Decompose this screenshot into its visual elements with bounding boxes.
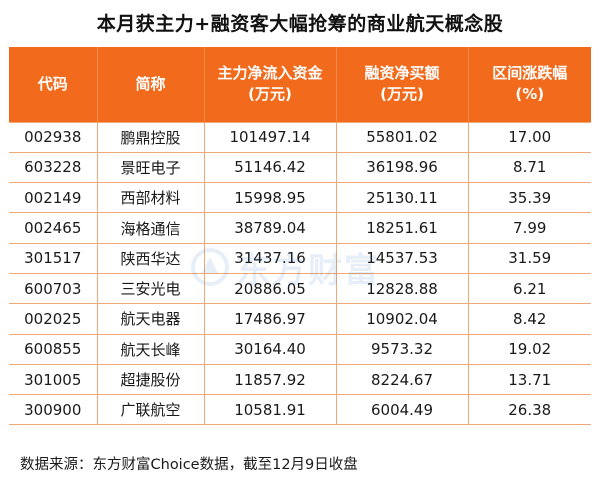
- table-header: 代码 简称 主力净流入资金 (万元) 融资净买额 (万元) 区间涨跌幅 (%): [9, 47, 591, 122]
- header-label-line: 区间涨跌幅: [492, 64, 568, 83]
- table-row: 600855 航天长峰 30164.40 9573.32 19.02: [9, 334, 591, 365]
- cell-code: 603228: [9, 152, 98, 184]
- cell-name: 西部材料: [97, 182, 205, 214]
- cell-change-pct: 7.99: [468, 212, 591, 244]
- table-row: 002465 海格通信 38789.04 18251.61 7.99: [9, 212, 591, 244]
- cell-name: 超捷股份: [97, 364, 205, 396]
- header-label-line: 主力净流入资金: [217, 64, 323, 83]
- cell-code: 300900: [9, 394, 98, 426]
- cell-name: 三安光电: [97, 273, 205, 305]
- header-row: 代码 简称 主力净流入资金 (万元) 融资净买额 (万元) 区间涨跌幅 (%): [9, 47, 591, 122]
- cell-main-inflow: 11857.92: [204, 364, 337, 396]
- cell-main-inflow: 20886.05: [204, 273, 337, 305]
- table-row: 600703 三安光电 20886.05 12828.88 6.21: [9, 273, 591, 305]
- cell-main-inflow: 38789.04: [204, 212, 337, 244]
- header-label-line: 简称: [135, 74, 166, 93]
- cell-name: 景旺电子: [97, 152, 205, 184]
- cell-margin-buy: 25130.11: [336, 182, 469, 214]
- cell-code: 301005: [9, 364, 98, 396]
- cell-main-inflow: 10581.91: [204, 394, 337, 426]
- cell-name: 航天电器: [97, 303, 205, 335]
- cell-margin-buy: 9573.32: [336, 334, 469, 365]
- cell-name: 陕西华达: [97, 243, 205, 274]
- table-row: 002025 航天电器 17486.97 10902.04 8.42: [9, 303, 591, 335]
- cell-change-pct: 8.42: [468, 303, 591, 335]
- header-label-line: (%): [515, 85, 545, 104]
- cell-name: 海格通信: [97, 212, 205, 244]
- cell-code: 600703: [9, 273, 98, 305]
- cell-code: 002938: [9, 121, 98, 153]
- header-main-inflow: 主力净流入资金 (万元): [204, 47, 337, 122]
- data-source-note: 数据来源：东方财富Choice数据，截至12月9日收盘: [20, 457, 358, 473]
- stock-table: 代码 简称 主力净流入资金 (万元) 融资净买额 (万元) 区间涨跌幅 (%) 002938 鹏…: [9, 47, 591, 426]
- header-change-pct: 区间涨跌幅 (%): [468, 47, 591, 122]
- header-label-line: (万元): [248, 85, 292, 104]
- cell-name: 航天长峰: [97, 334, 205, 365]
- header-margin-buy: 融资净买额 (万元): [336, 47, 469, 122]
- cell-change-pct: 26.38: [468, 394, 591, 426]
- cell-margin-buy: 12828.88: [336, 273, 469, 305]
- cell-code: 002025: [9, 303, 98, 335]
- cell-change-pct: 13.71: [468, 364, 591, 396]
- cell-main-inflow: 31437.16: [204, 243, 337, 274]
- cell-margin-buy: 10902.04: [336, 303, 469, 335]
- cell-name: 鹏鼎控股: [97, 121, 205, 153]
- cell-margin-buy: 36198.96: [336, 152, 469, 184]
- cell-change-pct: 19.02: [468, 334, 591, 365]
- page-title: 本月获主力+融资客大幅抢筹的商业航天概念股: [96, 13, 504, 35]
- header-label-line: 融资净买额: [364, 64, 440, 83]
- cell-margin-buy: 14537.53: [336, 243, 469, 274]
- cell-change-pct: 35.39: [468, 182, 591, 214]
- header-label-line: 代码: [37, 74, 68, 93]
- table-row: 301517 陕西华达 31437.16 14537.53 31.59: [9, 243, 591, 274]
- cell-main-inflow: 101497.14: [204, 121, 337, 153]
- cell-code: 002465: [9, 212, 98, 244]
- cell-name: 广联航空: [97, 394, 205, 426]
- cell-change-pct: 31.59: [468, 243, 591, 274]
- stock-table-container: 代码 简称 主力净流入资金 (万元) 融资净买额 (万元) 区间涨跌幅 (%) 002938 鹏…: [9, 47, 591, 426]
- cell-margin-buy: 8224.67: [336, 364, 469, 396]
- cell-change-pct: 6.21: [468, 273, 591, 305]
- cell-change-pct: 17.00: [468, 121, 591, 153]
- cell-main-inflow: 15998.95: [204, 182, 337, 214]
- cell-code: 301517: [9, 243, 98, 274]
- cell-margin-buy: 6004.49: [336, 394, 469, 426]
- header-code: 代码: [9, 47, 98, 122]
- table-row: 603228 景旺电子 51146.42 36198.96 8.71: [9, 152, 591, 184]
- cell-margin-buy: 18251.61: [336, 212, 469, 244]
- table-row: 002938 鹏鼎控股 101497.14 55801.02 17.00: [9, 121, 591, 153]
- header-name: 简称: [97, 47, 205, 122]
- cell-code: 002149: [9, 182, 98, 214]
- table-row: 002149 西部材料 15998.95 25130.11 35.39: [9, 182, 591, 214]
- cell-margin-buy: 55801.02: [336, 121, 469, 153]
- header-label-line: (万元): [380, 85, 424, 104]
- cell-change-pct: 8.71: [468, 152, 591, 184]
- table-row: 300900 广联航空 10581.91 6004.49 26.38: [9, 394, 591, 426]
- cell-main-inflow: 51146.42: [204, 152, 337, 184]
- cell-code: 600855: [9, 334, 98, 365]
- table-row: 301005 超捷股份 11857.92 8224.67 13.71: [9, 364, 591, 396]
- cell-main-inflow: 17486.97: [204, 303, 337, 335]
- cell-main-inflow: 30164.40: [204, 334, 337, 365]
- table-body: 002938 鹏鼎控股 101497.14 55801.02 17.00 603228 景旺…: [9, 121, 591, 426]
